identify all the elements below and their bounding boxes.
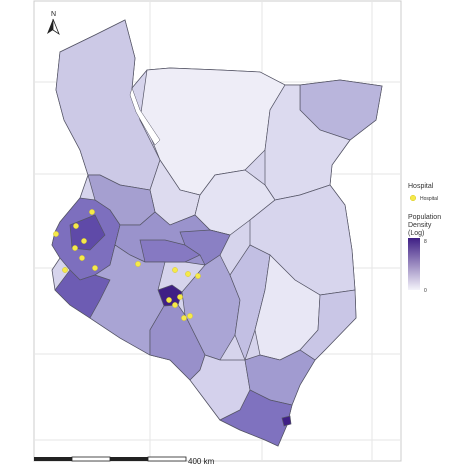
- hospital-point: [187, 313, 193, 319]
- legend-hospital-swatch: [409, 194, 417, 202]
- hospital-point: [185, 271, 191, 277]
- legend-density-colorbar: [408, 238, 420, 290]
- legend-density-max: 8: [424, 239, 427, 245]
- legend-hospital-item: Hospital: [420, 196, 438, 202]
- north-label: N: [51, 11, 56, 18]
- hospital-point: [53, 231, 59, 237]
- hospital-point: [81, 238, 87, 244]
- scale-bar: 400 km: [34, 456, 215, 466]
- hospital-point: [79, 255, 85, 261]
- county-region: [69, 214, 106, 251]
- legend-density-title-1: Population: [408, 214, 441, 221]
- hospital-point: [166, 297, 172, 303]
- counties: [51, 19, 383, 447]
- hospital-point: [172, 302, 178, 308]
- legend-hospital-title: Hospital: [408, 183, 434, 190]
- hospital-point: [181, 315, 187, 321]
- north-arrow: N: [47, 11, 60, 36]
- hospital-point: [172, 267, 178, 273]
- hospital-point: [92, 265, 98, 271]
- legend-density-title-3: (Log): [408, 230, 424, 237]
- county-region: [299, 289, 357, 361]
- hospital-point: [72, 245, 78, 251]
- legend: Hospital Hospital Population Density (Lo…: [408, 183, 441, 294]
- hospital-point: [62, 267, 68, 273]
- legend-density-min: 0: [424, 288, 427, 294]
- scale-label: 400 km: [188, 457, 215, 466]
- legend-density-title-2: Density: [408, 222, 432, 229]
- hospital-point: [177, 294, 183, 300]
- county-region: [219, 389, 293, 447]
- county-region: [281, 415, 292, 427]
- lake-turkana: [129, 87, 161, 146]
- hospital-point: [195, 273, 201, 279]
- hospital-point: [135, 261, 141, 267]
- map-panel-border: [33, 0, 402, 462]
- hospital-points: [53, 209, 201, 321]
- hospital-point: [89, 209, 95, 215]
- hospital-point: [73, 223, 79, 229]
- north-arrow-icon: [47, 19, 53, 34]
